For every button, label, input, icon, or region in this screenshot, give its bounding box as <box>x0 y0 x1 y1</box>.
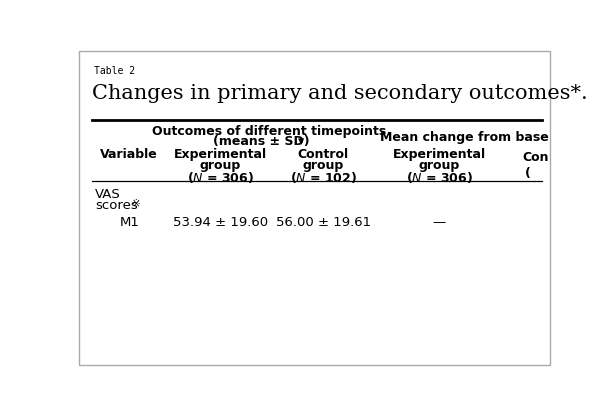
Text: group: group <box>303 159 344 172</box>
Text: group: group <box>419 159 460 172</box>
Text: Experimental: Experimental <box>393 148 486 161</box>
Text: ($\it{N}$ = 306): ($\it{N}$ = 306) <box>406 169 473 184</box>
Text: Table 2: Table 2 <box>94 66 135 76</box>
Text: ▾: ▾ <box>298 135 305 148</box>
Text: ※: ※ <box>132 199 141 209</box>
Text: scores: scores <box>95 199 138 211</box>
Text: VAS: VAS <box>95 187 121 200</box>
Text: —: — <box>433 216 446 228</box>
Text: Mean change from base: Mean change from base <box>380 130 549 143</box>
Text: Outcomes of different timepoints: Outcomes of different timepoints <box>152 125 386 138</box>
Text: ($\it{N}$ = 102): ($\it{N}$ = 102) <box>290 169 357 184</box>
Text: M1: M1 <box>119 216 139 228</box>
Text: group: group <box>200 159 241 172</box>
FancyBboxPatch shape <box>79 52 550 365</box>
Text: 53.94 ± 19.60: 53.94 ± 19.60 <box>173 216 268 228</box>
Text: ($\it{N}$ = 306): ($\it{N}$ = 306) <box>187 169 254 184</box>
Text: Control: Control <box>298 148 349 161</box>
Text: Changes in primary and secondary outcomes*.: Changes in primary and secondary outcome… <box>92 83 588 102</box>
Text: Variable: Variable <box>100 148 158 161</box>
Text: Experimental: Experimental <box>174 148 266 161</box>
Text: (means ± SD): (means ± SD) <box>213 135 309 148</box>
Text: 56.00 ± 19.61: 56.00 ± 19.61 <box>276 216 371 228</box>
Text: (: ( <box>525 166 530 179</box>
Text: Con: Con <box>523 151 549 164</box>
